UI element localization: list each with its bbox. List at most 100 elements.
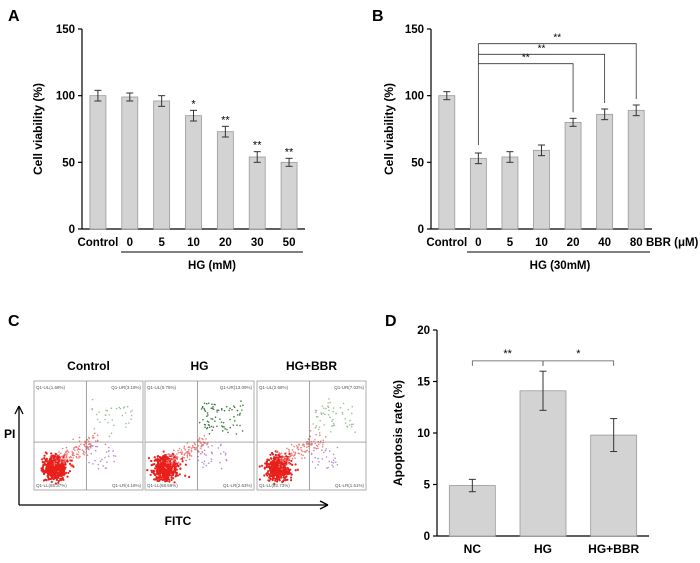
- event-dot: [323, 423, 326, 426]
- event-dot: [327, 405, 329, 407]
- event-dot: [60, 462, 63, 465]
- event-dot: [350, 412, 353, 415]
- event-dot: [188, 448, 190, 451]
- event-dot: [315, 415, 318, 418]
- event-dot: [102, 465, 105, 467]
- event-dot: [315, 447, 318, 450]
- event-dot: [285, 457, 288, 459]
- event-dot: [160, 460, 163, 462]
- event-dot: [188, 458, 191, 461]
- event-dot: [163, 462, 166, 465]
- event-dot: [294, 457, 296, 459]
- y-tick-label: 100: [56, 91, 75, 103]
- event-dot: [75, 445, 78, 448]
- event-dot: [288, 448, 290, 451]
- event-dot: [305, 442, 308, 444]
- event-dot: [98, 411, 100, 413]
- event-dot: [178, 462, 180, 464]
- event-dot: [351, 405, 354, 408]
- event-dot: [74, 446, 77, 448]
- event-dot: [62, 470, 66, 473]
- event-dot: [211, 407, 213, 410]
- event-dot: [181, 457, 184, 460]
- event-dot: [292, 451, 295, 453]
- event-dot: [62, 461, 65, 463]
- event-dot: [200, 452, 202, 455]
- event-dot: [275, 450, 278, 453]
- event-dot: [61, 447, 64, 450]
- event-dot: [96, 434, 99, 437]
- event-dot: [325, 456, 328, 458]
- event-dot: [162, 450, 165, 453]
- event-dot: [294, 469, 297, 472]
- event-dot: [266, 471, 269, 475]
- event-dot: [222, 451, 225, 453]
- event-dot: [202, 438, 204, 441]
- panel-label-b: B: [372, 8, 384, 25]
- category-label: 80: [630, 237, 643, 249]
- y-tick-label: 20: [417, 325, 430, 337]
- event-dot: [219, 452, 222, 455]
- event-dot: [49, 458, 53, 461]
- event-dot: [216, 409, 218, 412]
- event-dot: [204, 424, 207, 426]
- event-dot: [77, 453, 79, 456]
- event-dot: [73, 454, 75, 457]
- event-dot: [281, 458, 284, 461]
- event-dot: [305, 450, 308, 452]
- event-dot: [112, 450, 114, 452]
- event-dot: [93, 432, 96, 435]
- event-dot: [50, 466, 53, 469]
- event-dot: [97, 467, 100, 470]
- event-dot: [349, 419, 351, 422]
- event-dot: [205, 438, 207, 440]
- event-dot: [67, 451, 70, 454]
- event-dot: [66, 459, 69, 462]
- event-dot: [302, 454, 304, 457]
- event-dot: [174, 475, 177, 478]
- event-dot: [212, 406, 214, 408]
- quadrant-percentage: Q1-UR(7.02%): [334, 385, 364, 390]
- event-dot: [229, 407, 231, 410]
- event-dot: [266, 474, 269, 477]
- event-dot: [306, 443, 308, 446]
- quadrant-percentage: Q1-UL(1.68%): [36, 385, 66, 390]
- category-label: 10: [535, 237, 548, 249]
- significance-label: **: [221, 114, 230, 126]
- event-dot: [273, 482, 276, 485]
- event-dot: [181, 451, 184, 453]
- event-dot: [91, 398, 94, 401]
- event-dot: [265, 464, 268, 468]
- event-dot: [293, 454, 296, 457]
- category-label: 5: [507, 237, 514, 249]
- event-dot: [270, 466, 273, 469]
- event-dot: [130, 410, 132, 413]
- event-dot: [315, 433, 317, 436]
- event-dot: [110, 407, 113, 410]
- event-dot: [269, 475, 272, 478]
- event-dot: [274, 459, 277, 462]
- event-dot: [93, 427, 96, 430]
- event-dot: [75, 455, 78, 458]
- event-dot: [222, 425, 224, 428]
- event-dot: [96, 440, 99, 443]
- event-dot: [331, 425, 333, 427]
- event-dot: [162, 474, 165, 477]
- y-tick-label: 100: [405, 91, 424, 103]
- event-dot: [304, 451, 307, 453]
- event-dot: [205, 464, 208, 467]
- event-dot: [50, 464, 53, 467]
- event-dot: [172, 453, 175, 456]
- event-dot: [96, 445, 99, 448]
- event-dot: [167, 457, 170, 460]
- event-dot: [153, 456, 156, 459]
- event-dot: [55, 478, 59, 481]
- event-dot: [197, 445, 200, 447]
- event-dot: [310, 444, 312, 446]
- event-dot: [159, 474, 162, 477]
- comparison-label: **: [538, 43, 546, 54]
- event-dot: [297, 446, 299, 448]
- event-dot: [64, 459, 66, 462]
- event-dot: [283, 464, 286, 467]
- event-dot: [87, 440, 90, 443]
